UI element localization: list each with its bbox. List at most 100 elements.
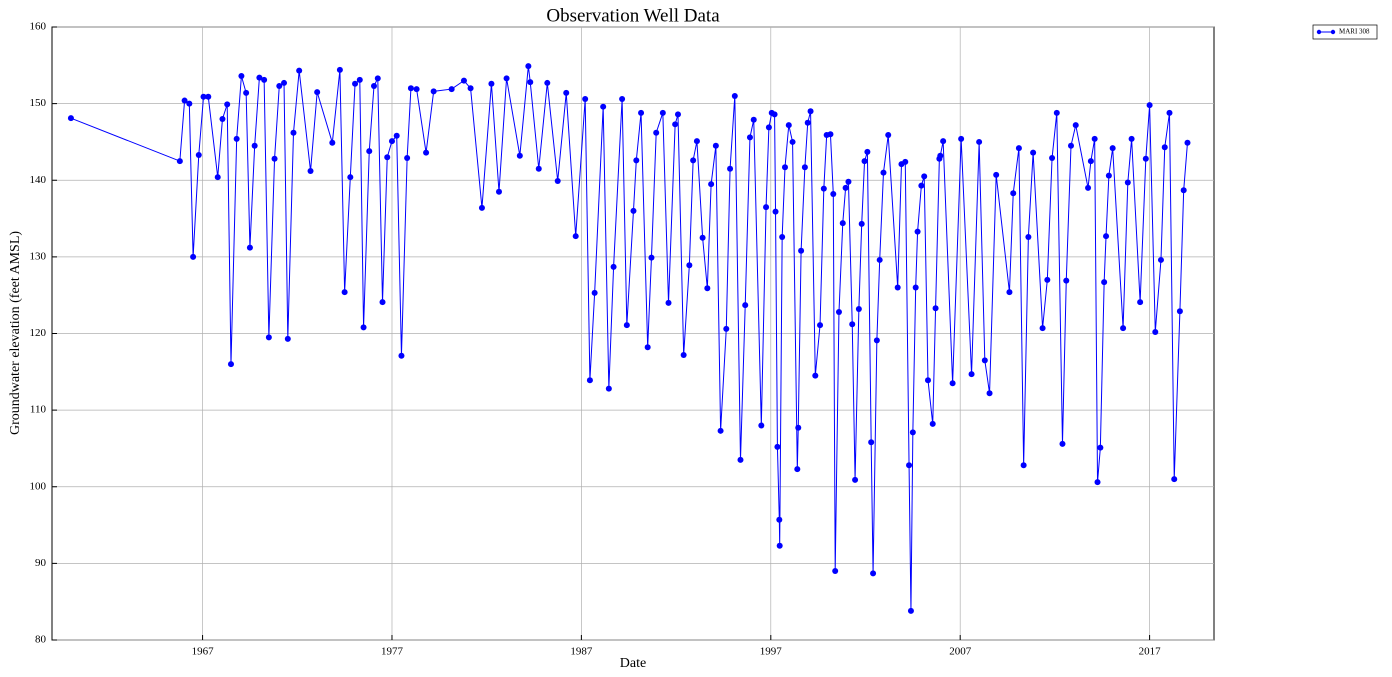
data-point <box>672 121 679 128</box>
data-point <box>918 182 925 189</box>
data-point <box>852 476 859 483</box>
data-point <box>723 325 730 332</box>
data-point <box>516 152 523 159</box>
data-point <box>820 185 827 192</box>
data-point <box>200 93 207 100</box>
data-point <box>779 233 786 240</box>
data-point <box>276 83 283 90</box>
data-point <box>648 254 655 261</box>
legend-label: MARI 308 <box>1339 28 1370 36</box>
data-point <box>929 420 936 427</box>
data-point <box>407 85 414 92</box>
data-point <box>1103 233 1110 240</box>
data-point <box>868 439 875 446</box>
y-tick-label: 80 <box>35 634 47 646</box>
data-point <box>849 321 856 328</box>
data-point <box>214 174 221 181</box>
data-point <box>535 165 542 172</box>
data-point <box>525 63 532 70</box>
data-point <box>256 74 263 81</box>
data-point <box>347 174 354 181</box>
data-point <box>404 155 411 162</box>
data-point <box>219 115 226 122</box>
data-point <box>798 247 805 254</box>
x-axis-label: Date <box>620 656 646 671</box>
data-point <box>582 96 589 103</box>
data-point <box>858 220 865 227</box>
data-point <box>448 86 455 93</box>
data-point <box>750 116 757 123</box>
data-point <box>909 429 916 436</box>
data-point <box>1059 440 1066 447</box>
data-point <box>1025 233 1032 240</box>
y-tick-label: 110 <box>30 404 47 416</box>
data-point <box>1072 122 1079 129</box>
data-point <box>835 309 842 316</box>
data-point <box>795 424 802 431</box>
data-point <box>912 284 919 291</box>
data-point <box>554 178 561 185</box>
data-point <box>712 142 719 149</box>
data-point <box>940 138 947 145</box>
data-point <box>243 89 250 96</box>
data-point <box>329 139 336 146</box>
data-point <box>1120 325 1127 332</box>
data-point <box>1161 144 1168 151</box>
data-point <box>393 132 400 139</box>
data-point <box>572 233 579 240</box>
data-point <box>1152 328 1159 335</box>
data-point <box>1101 279 1108 286</box>
data-point <box>1105 172 1112 179</box>
data-point <box>67 115 74 122</box>
data-point <box>360 324 367 331</box>
data-point <box>619 96 626 103</box>
data-point <box>460 77 467 84</box>
data-point <box>374 75 381 82</box>
data-point <box>1049 155 1056 162</box>
data-point <box>1124 179 1131 186</box>
data-point <box>830 191 837 198</box>
y-axis-label: Groundwater elevation (feet AMSL) <box>8 231 23 435</box>
data-point <box>807 108 814 115</box>
x-tick-label: 2017 <box>1139 646 1162 658</box>
data-point <box>238 73 245 80</box>
data-point <box>379 299 386 306</box>
data-point <box>261 76 268 83</box>
y-tick-label: 150 <box>30 97 47 109</box>
data-point <box>907 607 914 614</box>
data-point <box>758 422 765 429</box>
data-point <box>864 148 871 155</box>
data-point <box>290 129 297 136</box>
data-point <box>880 169 887 176</box>
chart-title: Observation Well Data <box>546 5 720 26</box>
data-point <box>1044 276 1051 283</box>
data-point <box>341 289 348 296</box>
data-point <box>801 164 808 171</box>
data-point <box>1184 139 1191 146</box>
data-point <box>693 138 700 145</box>
data-point <box>1067 142 1074 149</box>
data-point <box>1039 325 1046 332</box>
data-point <box>205 93 212 100</box>
data-point <box>690 157 697 164</box>
data-point <box>495 188 502 195</box>
data-point <box>1020 462 1027 469</box>
data-point <box>659 109 666 116</box>
data-point <box>623 322 630 329</box>
data-point <box>586 377 593 384</box>
data-point <box>224 101 231 108</box>
data-point <box>181 97 188 104</box>
data-point <box>307 168 314 175</box>
data-point <box>932 305 939 312</box>
data-point <box>644 344 651 351</box>
data-point <box>467 85 474 92</box>
data-point <box>488 80 495 87</box>
data-point <box>591 289 598 296</box>
data-point <box>986 390 993 397</box>
data-point <box>296 67 303 74</box>
data-point <box>186 100 193 107</box>
data-point <box>503 75 510 82</box>
data-point <box>873 337 880 344</box>
data-point <box>789 138 796 145</box>
data-point <box>976 138 983 145</box>
